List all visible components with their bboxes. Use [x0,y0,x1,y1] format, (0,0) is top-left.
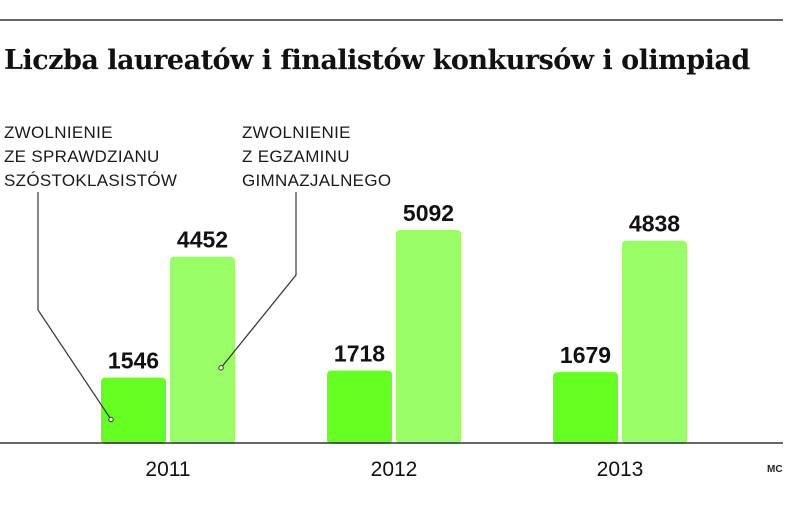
value-label-2011-series-1: 1546 [108,348,159,374]
series-2-callout-line [220,192,297,369]
series-2-annotation: ZWOLNIENIE Z EGZAMINU GIMNAZJALNEGO [242,123,391,190]
x-tick-2012: 2012 [371,458,418,481]
series-2-annotation-line-2: Z EGZAMINU [242,147,350,166]
bar-2013-series-1 [553,372,618,444]
value-label-2011-series-2: 4452 [177,227,228,253]
bar-2011-series-2 [170,256,235,444]
chart-title: Liczba laureatów i finalistów konkursów … [4,45,750,76]
value-label-2013-series-1: 1679 [560,342,611,368]
bar-2013-series-2 [622,240,687,444]
callout-leaders-layer [37,192,297,423]
bar-2011-series-1 [101,377,166,444]
series-1-callout-line [37,192,112,420]
series-1-annotation-line-1: ZWOLNIENIE [4,123,113,142]
series-2-annotation-line-1: ZWOLNIENIE [242,123,351,142]
bars-layer [101,230,687,444]
series-1-callout-dot [108,416,114,423]
value-label-2013-series-2: 4838 [629,211,680,237]
series-1-annotation-line-2: ZE SPRAWDZIANU [4,147,160,166]
bar-2012-series-2 [396,230,461,444]
value-label-2012-series-2: 5092 [403,200,454,226]
series-2-callout-dot [218,365,224,371]
credit-label: MC [767,464,783,475]
value-label-2012-series-1: 1718 [334,340,385,366]
value-labels-layer: 1546 4452 1718 5092 1679 4838 [108,200,680,374]
x-tick-labels-layer: 2011 2012 2013 [145,458,643,481]
series-1-annotation: ZWOLNIENIE ZE SPRAWDZIANU SZÓSTOKLASISTÓ… [4,123,177,190]
x-tick-2013: 2013 [597,458,644,481]
x-tick-2011: 2011 [145,458,190,481]
series-2-annotation-line-3: GIMNAZJALNEGO [242,171,391,190]
bar-2012-series-1 [327,370,392,444]
series-1-annotation-line-3: SZÓSTOKLASISTÓW [4,171,177,190]
